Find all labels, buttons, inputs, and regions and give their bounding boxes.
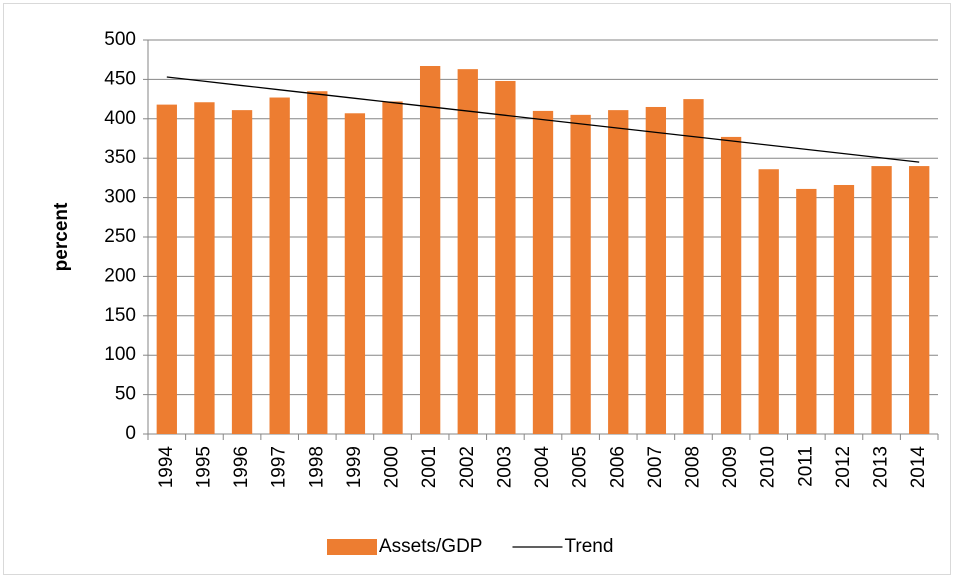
y-axis-label: percent [51, 202, 72, 271]
x-tick-label: 1995 [193, 446, 214, 488]
bar [382, 101, 403, 435]
trend-line [166, 76, 920, 163]
x-tick-label: 2005 [570, 446, 591, 488]
legend-label: Trend [564, 536, 613, 557]
x-tick-label: 2003 [494, 446, 515, 488]
x-tick-label: 2013 [871, 446, 892, 488]
y-tick-label: 400 [104, 108, 136, 129]
bar [231, 110, 253, 434]
y-tick-label: 300 [104, 187, 136, 208]
y-tick-label: 250 [104, 226, 136, 247]
x-tick-label: 2000 [382, 446, 403, 488]
bar [457, 69, 478, 434]
x-tick-label: 1999 [344, 446, 365, 488]
x-tick-label: 2009 [720, 446, 741, 488]
bar [608, 110, 629, 434]
bar [307, 91, 328, 434]
x-tick-label: 2007 [645, 446, 666, 488]
bar [156, 104, 177, 434]
bar [495, 80, 516, 434]
y-tick-label: 0 [125, 423, 136, 444]
x-tick-label: 1996 [231, 446, 252, 488]
x-tick-label: 2012 [833, 446, 854, 488]
x-tick-label: 2011 [795, 446, 816, 487]
bar [909, 166, 930, 434]
y-tick-label: 350 [104, 147, 136, 168]
legend-label: Assets/GDP [379, 536, 482, 557]
x-tick-label: 1998 [306, 446, 327, 488]
bar [720, 136, 742, 434]
legend-swatch [327, 539, 377, 555]
y-tick-label: 100 [104, 344, 136, 365]
bar [796, 188, 817, 434]
y-tick-label: 50 [115, 384, 136, 405]
x-tick-label: 1994 [156, 446, 177, 489]
y-tick-label: 200 [104, 265, 136, 286]
x-tick-label: 2006 [607, 446, 628, 488]
bar [758, 169, 779, 434]
bar [871, 166, 892, 434]
x-tick-label: 2014 [908, 446, 929, 489]
y-tick-label: 450 [104, 68, 136, 89]
bar [833, 184, 855, 434]
bar [532, 110, 554, 435]
bar [419, 66, 441, 434]
bar [683, 99, 704, 434]
y-tick-label: 150 [104, 305, 136, 326]
bar [269, 97, 290, 435]
x-tick-label: 2010 [758, 446, 779, 488]
x-tick-label: 2004 [532, 446, 553, 489]
bar [344, 113, 366, 434]
bar [645, 106, 667, 434]
bar [570, 114, 591, 435]
x-tick-label: 1997 [269, 446, 290, 488]
x-tick-label: 2008 [682, 446, 703, 488]
x-tick-label: 2001 [419, 446, 440, 488]
bar [194, 102, 215, 434]
y-tick-label: 500 [104, 29, 136, 50]
x-tick-label: 2002 [457, 446, 478, 488]
